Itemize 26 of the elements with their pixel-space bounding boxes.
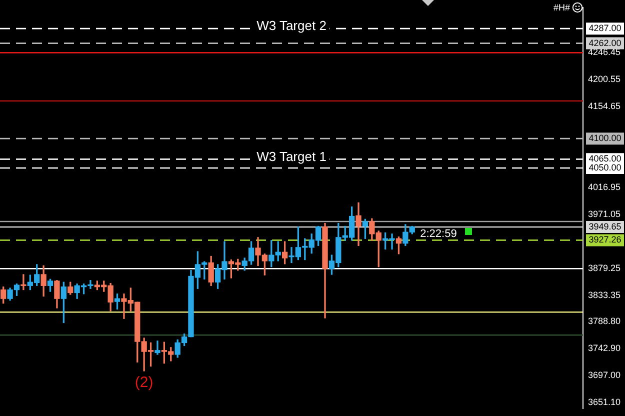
y-tick-label: 3971.05 (588, 208, 621, 219)
ref-line-label: 3927.26 (588, 234, 622, 245)
y-tick-label: 4016.95 (588, 182, 621, 192)
ref-line-label: 4065.00 (588, 154, 622, 164)
ref-line-label: 4100.00 (588, 133, 622, 144)
y-tick-label: 4246.45 (588, 46, 621, 57)
annotation: #H# (553, 2, 570, 12)
y-tick-label: 3742.90 (588, 343, 621, 354)
y-tick-label: 4154.65 (588, 100, 621, 111)
candlestick (154, 340, 160, 355)
y-tick-label: 3788.80 (588, 316, 621, 326)
annotation: (2) (134, 374, 154, 392)
ref-line-label: 4262.00 (588, 38, 622, 48)
annotation: 2:22:59 (420, 228, 457, 240)
annotation: W3 Target 1 (256, 148, 326, 164)
y-tick-label: 4200.55 (588, 74, 621, 84)
candlestick (20, 274, 26, 290)
y-tick-label: 3697.00 (588, 370, 621, 380)
y-tick-label: 3833.35 (588, 290, 621, 300)
candlestick (356, 202, 362, 246)
annotation: W3 Target 2 (256, 18, 326, 34)
ref-line-label: 4050.00 (588, 162, 622, 172)
ref-line-label: 3949.65 (588, 222, 622, 232)
ref-line-label: 4287.00 (588, 23, 622, 34)
y-tick-label: 3879.25 (588, 262, 621, 273)
y-tick-label: 3651.10 (588, 397, 621, 408)
